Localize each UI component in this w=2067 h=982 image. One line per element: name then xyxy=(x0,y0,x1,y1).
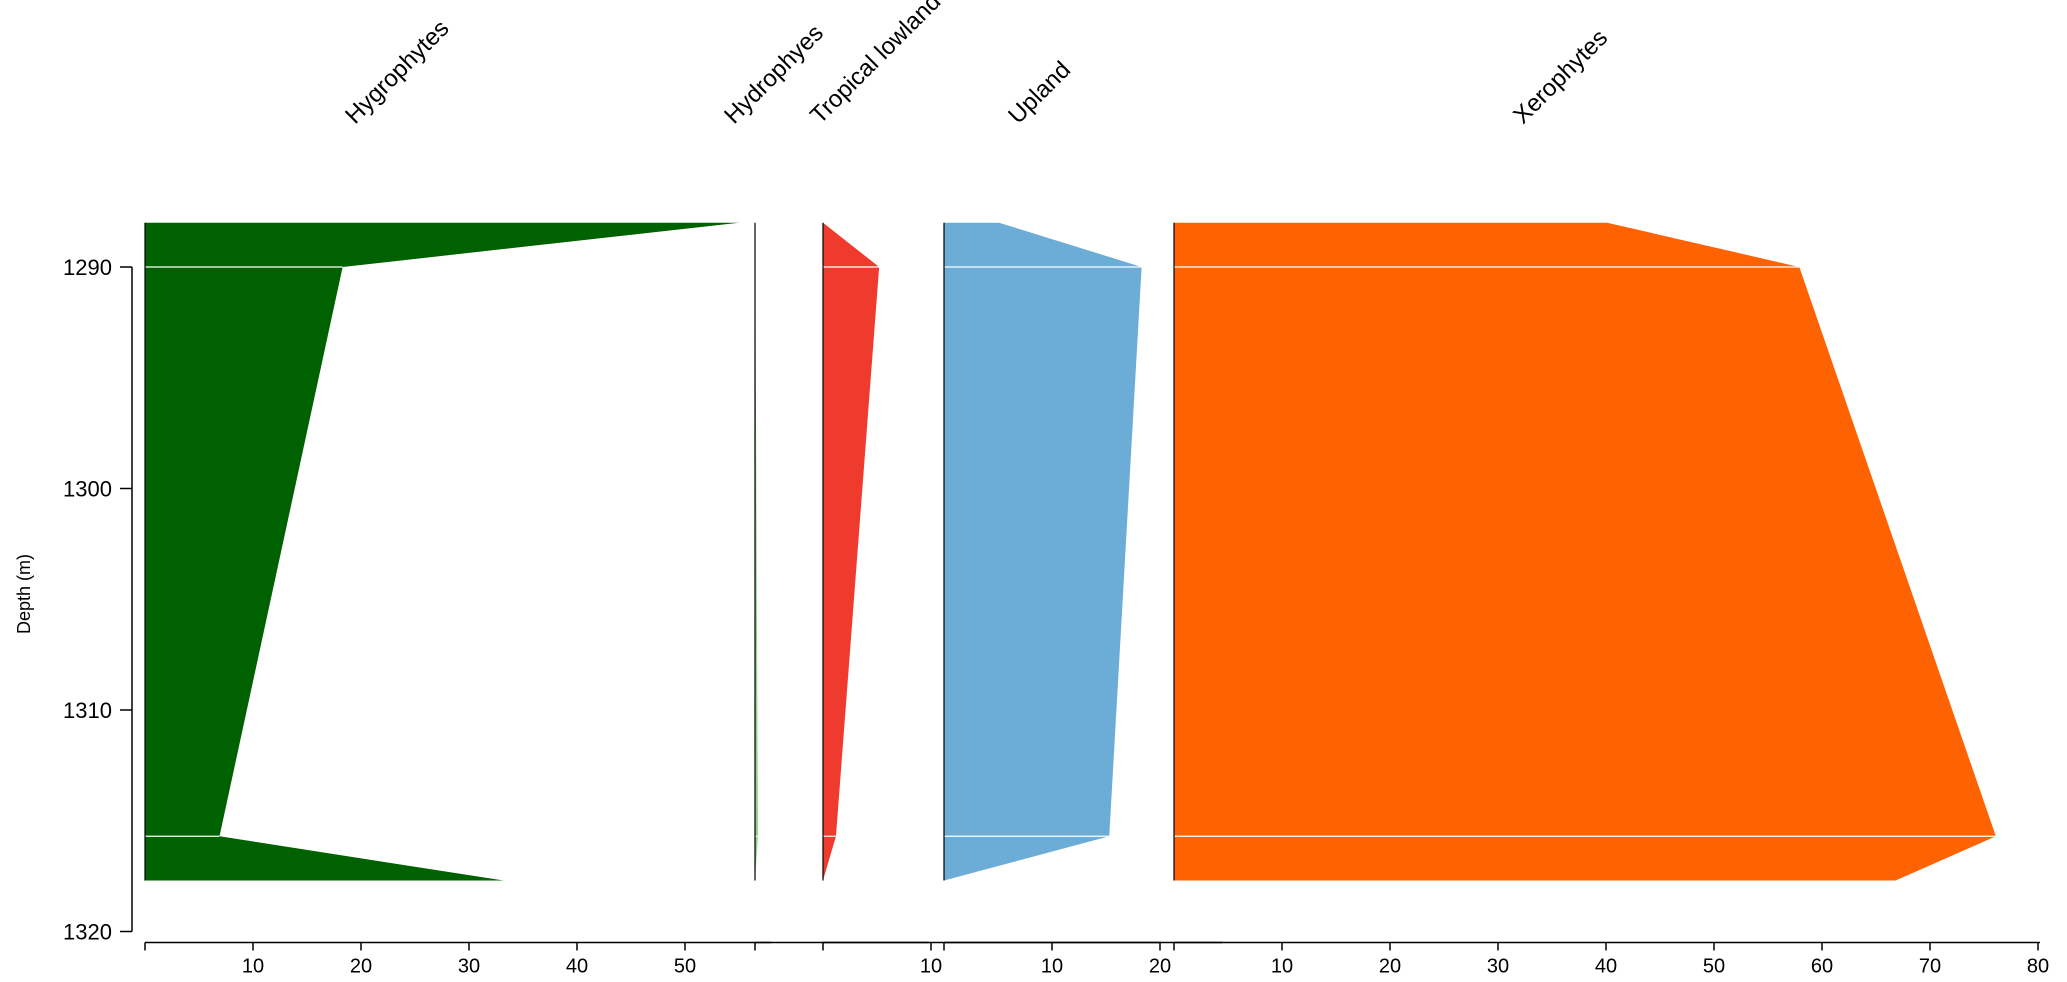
x-tick-label: 50 xyxy=(674,956,696,978)
panel-xerophytes: 10 20 30 40 50 60 70 80 Xerophytes xyxy=(1173,24,2049,978)
depth-tick-label: 1290 xyxy=(63,255,112,280)
x-tick-label: 70 xyxy=(1919,956,1941,978)
x-tick-label: 10 xyxy=(242,956,264,978)
x-tick-label: 10 xyxy=(1041,956,1063,978)
x-tick-label: 10 xyxy=(1271,956,1293,978)
x-tick-label: 40 xyxy=(1595,956,1617,978)
x-tick-label: 80 xyxy=(2027,956,2049,978)
panel-hydrophyes: Hydrophyes xyxy=(719,20,829,951)
x-tick-label: 50 xyxy=(1703,956,1725,978)
depth-tick-label: 1320 xyxy=(63,920,112,945)
x-tick-label: 20 xyxy=(350,956,372,978)
depth-tick-label: 1310 xyxy=(63,698,112,723)
x-tick-label: 30 xyxy=(1487,956,1509,978)
panel-upland: 10 20 Upland xyxy=(943,56,1171,978)
x-tick-label: 10 xyxy=(920,956,942,978)
panel-title-upland: Upland xyxy=(1003,56,1076,129)
area-hygrophytes xyxy=(145,222,739,881)
x-tick-label: 40 xyxy=(566,956,588,978)
depth-axis: 1290 1300 1310 1320 xyxy=(63,255,133,945)
depth-tick-label: 1300 xyxy=(63,477,112,502)
x-tick-label: 20 xyxy=(1379,956,1401,978)
area-tropical-lowland xyxy=(823,222,880,881)
taxa-panels: 10 20 30 40 50 Hygrophytes Hydrophyes 10 Tropica… xyxy=(144,0,2049,978)
depth-axis-title: Depth (m) xyxy=(14,554,34,634)
area-upland xyxy=(944,222,1142,881)
area-hydrophyes xyxy=(755,222,758,881)
x-tick-label: 60 xyxy=(1811,956,1833,978)
x-tick-label: 20 xyxy=(1149,956,1171,978)
panel-title-tropical-lowland: Tropical lowland xyxy=(805,0,946,129)
x-tick-label: 30 xyxy=(458,956,480,978)
panel-title-hygrophytes: Hygrophytes xyxy=(340,15,454,129)
panel-tropical-lowland: 10 Tropical lowland xyxy=(805,0,946,978)
panel-title-xerophytes: Xerophytes xyxy=(1508,24,1613,129)
area-xerophytes xyxy=(1174,222,1996,881)
